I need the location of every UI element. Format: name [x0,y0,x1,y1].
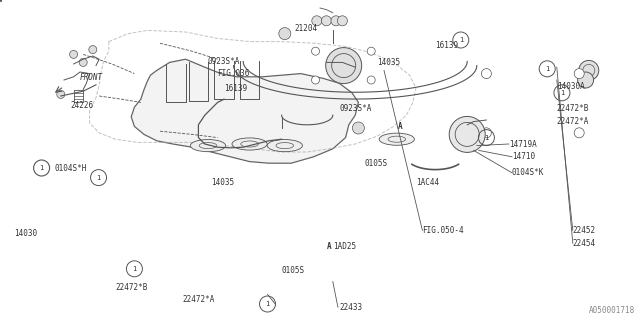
Circle shape [331,16,341,26]
Text: 22433: 22433 [339,303,362,312]
Text: 21204: 21204 [294,24,317,33]
Ellipse shape [379,133,415,145]
Circle shape [574,128,584,138]
Text: 24226: 24226 [70,101,93,110]
Circle shape [574,68,584,79]
Text: 22454: 22454 [573,239,596,248]
Text: 0923S*A: 0923S*A [339,104,372,113]
Text: 1: 1 [560,90,564,96]
Text: 22472*B: 22472*B [115,284,148,292]
Circle shape [312,47,319,55]
Text: 1: 1 [459,37,463,43]
Circle shape [337,16,348,26]
Circle shape [353,122,364,134]
Circle shape [367,47,375,55]
Polygon shape [131,59,358,163]
Text: 22472*A: 22472*A [182,295,215,304]
Text: A050001718: A050001718 [589,306,635,315]
Text: 0105S: 0105S [282,266,305,275]
Text: 1AC44: 1AC44 [416,178,439,187]
Circle shape [70,51,77,59]
Text: 22472*A: 22472*A [557,117,589,126]
Text: FIG.050-4: FIG.050-4 [422,226,464,235]
Circle shape [579,60,599,80]
Circle shape [279,28,291,40]
Circle shape [578,72,594,88]
Text: 0923S*A: 0923S*A [208,57,241,66]
Text: 1AD25: 1AD25 [333,242,356,251]
Text: 14710: 14710 [512,152,535,161]
Text: 0104S*H: 0104S*H [54,164,87,172]
Circle shape [57,91,65,99]
Circle shape [326,48,362,84]
Text: 0104S*K: 0104S*K [512,168,545,177]
Text: 16139: 16139 [224,84,247,92]
Text: 1: 1 [97,175,100,180]
Circle shape [89,46,97,53]
Text: 22452: 22452 [573,226,596,235]
Text: 14030: 14030 [14,229,37,238]
Circle shape [367,76,375,84]
Text: 1: 1 [484,135,488,140]
Text: 1: 1 [545,66,549,72]
Text: 22472*B: 22472*B [557,104,589,113]
Text: FIG.036: FIG.036 [218,69,250,78]
Text: FRONT: FRONT [80,73,103,82]
Text: 14035: 14035 [378,58,401,67]
Text: 1: 1 [40,165,44,171]
Circle shape [312,16,322,26]
Text: 16139: 16139 [435,41,458,50]
Circle shape [449,116,485,152]
Text: A: A [327,242,332,251]
Text: 1: 1 [132,266,136,272]
Circle shape [312,76,319,84]
Text: 1: 1 [266,301,269,307]
Ellipse shape [191,140,226,152]
Text: A: A [397,122,403,131]
Circle shape [481,68,492,79]
Text: 14030A: 14030A [557,82,584,91]
Text: 14719A: 14719A [509,140,536,148]
Text: 14035: 14035 [211,178,234,187]
Ellipse shape [232,138,268,150]
Ellipse shape [268,140,303,152]
Circle shape [481,128,492,138]
Text: 0105S: 0105S [365,159,388,168]
Circle shape [321,16,332,26]
Circle shape [79,59,87,67]
